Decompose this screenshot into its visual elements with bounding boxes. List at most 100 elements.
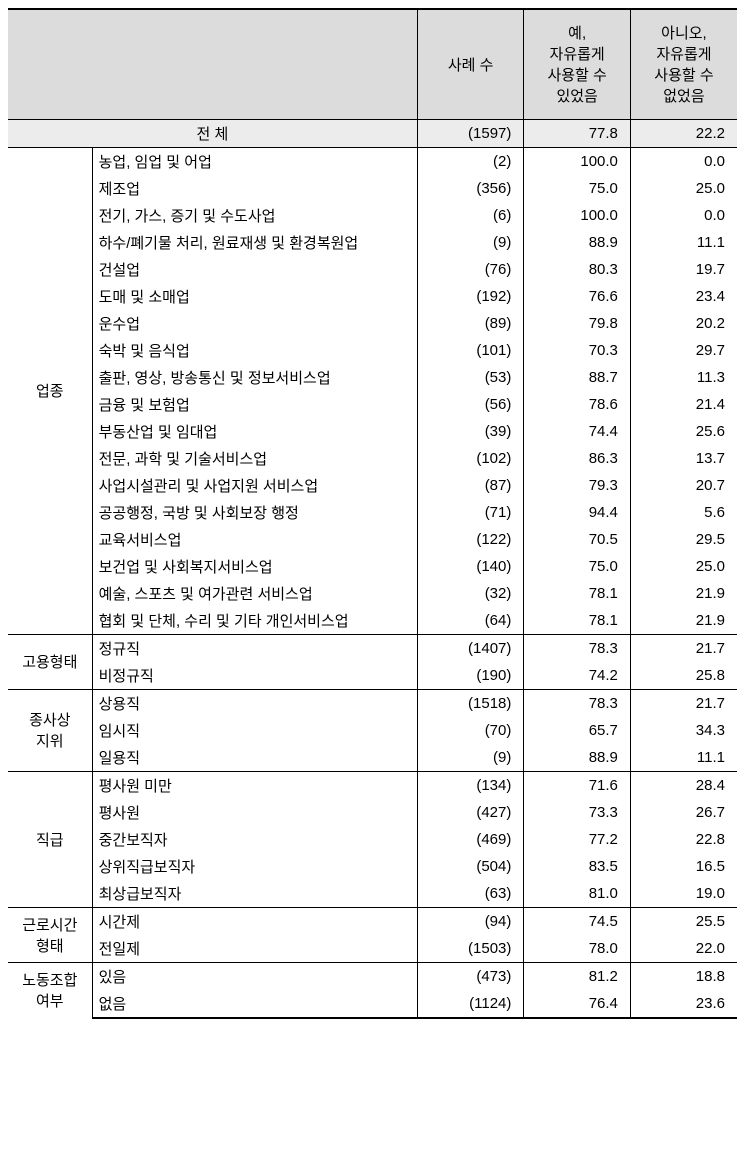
table-row: 전기, 가스, 증기 및 수도사업(6)100.00.0 xyxy=(8,202,737,229)
cell-count: (356) xyxy=(417,175,524,202)
cell-count: (39) xyxy=(417,418,524,445)
cell-yes: 86.3 xyxy=(524,445,631,472)
row-label: 상용직 xyxy=(92,689,417,717)
group-label: 업종 xyxy=(8,147,92,634)
row-label: 일용직 xyxy=(92,744,417,772)
cell-yes: 75.0 xyxy=(524,553,631,580)
row-label: 중간보직자 xyxy=(92,826,417,853)
cell-no: 25.5 xyxy=(630,907,737,935)
cell-yes: 78.0 xyxy=(524,935,631,963)
row-label: 평사원 xyxy=(92,799,417,826)
table-row: 숙박 및 음식업(101)70.329.7 xyxy=(8,337,737,364)
total-yes: 77.8 xyxy=(524,119,631,147)
table-row: 비정규직(190)74.225.8 xyxy=(8,662,737,690)
cell-yes: 88.7 xyxy=(524,364,631,391)
row-label: 출판, 영상, 방송통신 및 정보서비스업 xyxy=(92,364,417,391)
row-label: 최상급보직자 xyxy=(92,880,417,908)
cell-count: (190) xyxy=(417,662,524,690)
cell-no: 25.0 xyxy=(630,175,737,202)
cell-no: 11.1 xyxy=(630,229,737,256)
total-label: 전 체 xyxy=(8,119,417,147)
cell-count: (1518) xyxy=(417,689,524,717)
cell-yes: 78.6 xyxy=(524,391,631,418)
cell-count: (134) xyxy=(417,771,524,799)
cell-no: 23.6 xyxy=(630,990,737,1018)
cell-no: 0.0 xyxy=(630,202,737,229)
table-row: 전일제(1503)78.022.0 xyxy=(8,935,737,963)
cell-count: (32) xyxy=(417,580,524,607)
cell-no: 5.6 xyxy=(630,499,737,526)
cell-count: (71) xyxy=(417,499,524,526)
cell-no: 29.7 xyxy=(630,337,737,364)
table-row: 근로시간 형태시간제(94)74.525.5 xyxy=(8,907,737,935)
cell-yes: 81.0 xyxy=(524,880,631,908)
row-label: 제조업 xyxy=(92,175,417,202)
cell-no: 22.0 xyxy=(630,935,737,963)
cell-no: 21.7 xyxy=(630,689,737,717)
cell-count: (2) xyxy=(417,147,524,175)
table-row: 협회 및 단체, 수리 및 기타 개인서비스업(64)78.121.9 xyxy=(8,607,737,635)
row-label: 상위직급보직자 xyxy=(92,853,417,880)
cell-yes: 77.2 xyxy=(524,826,631,853)
table-row: 종사상 지위상용직(1518)78.321.7 xyxy=(8,689,737,717)
group-label: 근로시간 형태 xyxy=(8,907,92,962)
table-row: 최상급보직자(63)81.019.0 xyxy=(8,880,737,908)
cell-count: (473) xyxy=(417,962,524,990)
cell-count: (9) xyxy=(417,744,524,772)
cell-yes: 100.0 xyxy=(524,202,631,229)
cell-no: 25.8 xyxy=(630,662,737,690)
cell-no: 16.5 xyxy=(630,853,737,880)
table-row: 직급평사원 미만(134)71.628.4 xyxy=(8,771,737,799)
row-label: 사업시설관리 및 사업지원 서비스업 xyxy=(92,472,417,499)
cell-count: (63) xyxy=(417,880,524,908)
table-body: 전 체(1597)77.822.2업종농업, 임업 및 어업(2)100.00.… xyxy=(8,119,737,1018)
row-label: 보건업 및 사회복지서비스업 xyxy=(92,553,417,580)
cell-yes: 70.5 xyxy=(524,526,631,553)
cell-yes: 76.6 xyxy=(524,283,631,310)
row-label: 농업, 임업 및 어업 xyxy=(92,147,417,175)
cell-yes: 94.4 xyxy=(524,499,631,526)
cell-yes: 88.9 xyxy=(524,744,631,772)
cell-yes: 74.4 xyxy=(524,418,631,445)
cell-count: (9) xyxy=(417,229,524,256)
cell-yes: 78.1 xyxy=(524,580,631,607)
cell-count: (469) xyxy=(417,826,524,853)
cell-count: (102) xyxy=(417,445,524,472)
total-no: 22.2 xyxy=(630,119,737,147)
cell-no: 25.6 xyxy=(630,418,737,445)
table-row: 업종농업, 임업 및 어업(2)100.00.0 xyxy=(8,147,737,175)
table-row: 운수업(89)79.820.2 xyxy=(8,310,737,337)
cell-no: 34.3 xyxy=(630,717,737,744)
total-row: 전 체(1597)77.822.2 xyxy=(8,119,737,147)
cell-no: 26.7 xyxy=(630,799,737,826)
table-row: 건설업(76)80.319.7 xyxy=(8,256,737,283)
cell-yes: 83.5 xyxy=(524,853,631,880)
table-row: 중간보직자(469)77.222.8 xyxy=(8,826,737,853)
cell-count: (94) xyxy=(417,907,524,935)
cell-no: 25.0 xyxy=(630,553,737,580)
cell-no: 20.7 xyxy=(630,472,737,499)
cell-yes: 74.2 xyxy=(524,662,631,690)
header-no: 아니오, 자유롭게 사용할 수 없었음 xyxy=(630,9,737,119)
cell-no: 13.7 xyxy=(630,445,737,472)
table-row: 고용형태정규직(1407)78.321.7 xyxy=(8,634,737,662)
row-label: 있음 xyxy=(92,962,417,990)
cell-no: 20.2 xyxy=(630,310,737,337)
cell-yes: 78.3 xyxy=(524,634,631,662)
cell-no: 0.0 xyxy=(630,147,737,175)
cell-yes: 88.9 xyxy=(524,229,631,256)
header-yes: 예, 자유롭게 사용할 수 있었음 xyxy=(524,9,631,119)
cell-yes: 75.0 xyxy=(524,175,631,202)
row-label: 전일제 xyxy=(92,935,417,963)
cell-count: (76) xyxy=(417,256,524,283)
cell-no: 21.7 xyxy=(630,634,737,662)
cell-no: 11.3 xyxy=(630,364,737,391)
cell-no: 18.8 xyxy=(630,962,737,990)
row-label: 건설업 xyxy=(92,256,417,283)
cell-count: (101) xyxy=(417,337,524,364)
cell-count: (504) xyxy=(417,853,524,880)
data-table: 사례 수 예, 자유롭게 사용할 수 있었음 아니오, 자유롭게 사용할 수 없… xyxy=(8,8,737,1019)
cell-count: (140) xyxy=(417,553,524,580)
table-row: 없음(1124)76.423.6 xyxy=(8,990,737,1018)
row-label: 예술, 스포츠 및 여가관련 서비스업 xyxy=(92,580,417,607)
